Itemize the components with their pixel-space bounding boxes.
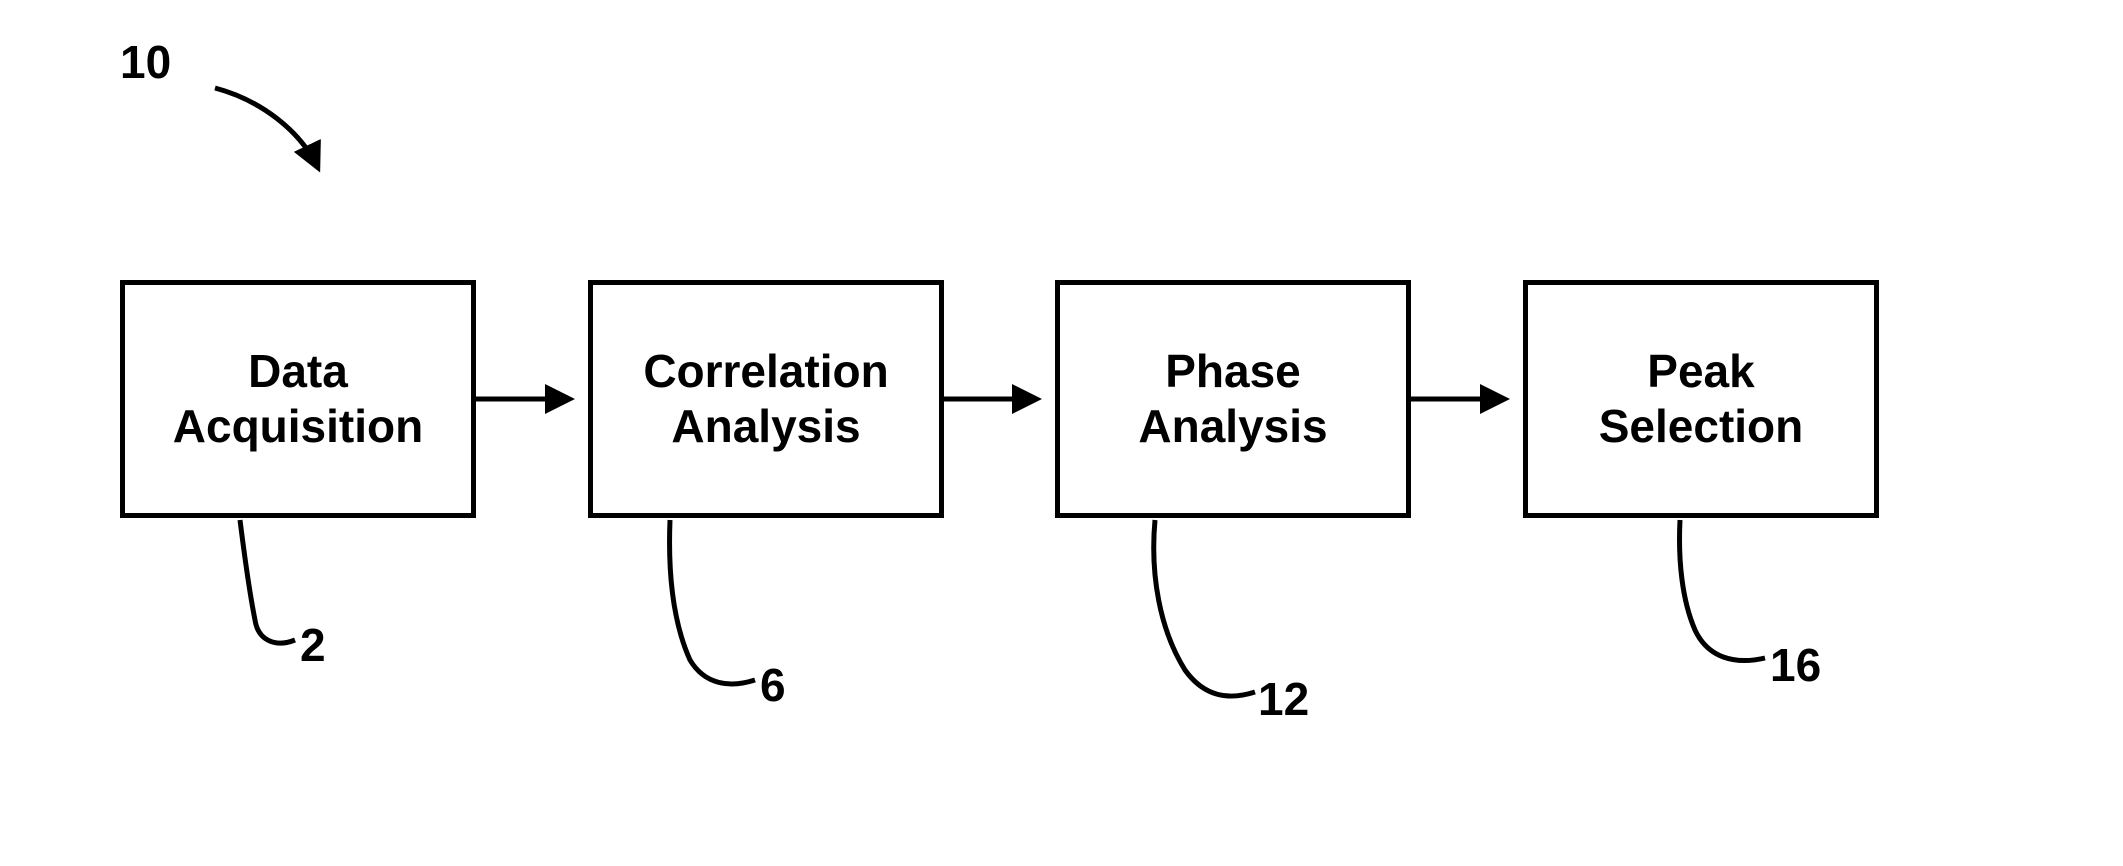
num-text: 10 — [120, 36, 171, 88]
box-data-acquisition: Data Acquisition — [120, 280, 476, 518]
leader-2 — [240, 520, 295, 643]
num-text: 2 — [300, 619, 326, 671]
box-line1: Phase — [1165, 345, 1301, 397]
num-text: 6 — [760, 659, 786, 711]
box-line1: Data — [248, 345, 348, 397]
leader-12 — [1154, 520, 1255, 696]
box-line2: Analysis — [1138, 400, 1327, 452]
leader-6 — [670, 520, 755, 684]
diagram-number-2: 2 — [300, 618, 326, 672]
diagram-number-12: 12 — [1258, 672, 1309, 726]
box-peak-selection: Peak Selection — [1523, 280, 1879, 518]
box-line2: Analysis — [671, 400, 860, 452]
box-label: Peak Selection — [1599, 344, 1804, 454]
box-label: Data Acquisition — [173, 344, 423, 454]
box-correlation-analysis: Correlation Analysis — [588, 280, 944, 518]
box-line1: Correlation — [643, 345, 888, 397]
diagram-number-16: 16 — [1770, 638, 1821, 692]
box-phase-analysis: Phase Analysis — [1055, 280, 1411, 518]
box-line2: Acquisition — [173, 400, 423, 452]
diagram-number-10: 10 — [120, 35, 171, 89]
box-line1: Peak — [1647, 345, 1754, 397]
box-label: Correlation Analysis — [643, 344, 888, 454]
diagram-number-6: 6 — [760, 658, 786, 712]
box-label: Phase Analysis — [1138, 344, 1327, 454]
flowchart-diagram: Data Acquisition Correlation Analysis Ph… — [0, 0, 2123, 866]
box-line2: Selection — [1599, 400, 1804, 452]
top-arrow — [215, 88, 318, 168]
leader-16 — [1680, 520, 1765, 661]
num-text: 12 — [1258, 673, 1309, 725]
num-text: 16 — [1770, 639, 1821, 691]
